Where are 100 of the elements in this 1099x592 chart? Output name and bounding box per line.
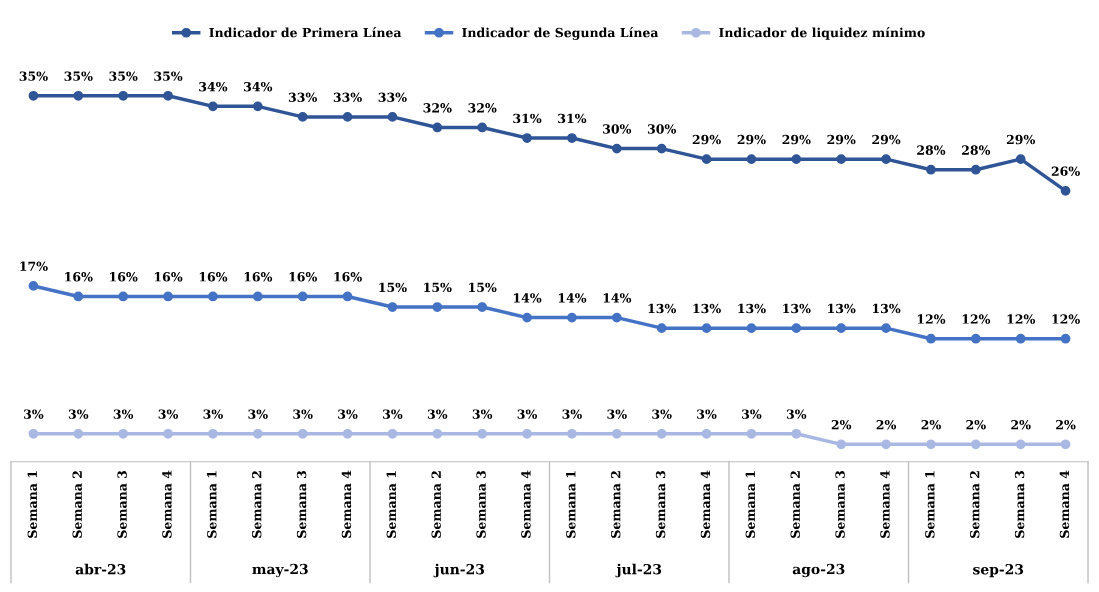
point <box>701 154 712 165</box>
point <box>926 333 936 344</box>
data-label: 16% <box>289 272 318 282</box>
data-label: 16% <box>154 272 183 282</box>
point <box>118 428 129 439</box>
data-label: 13% <box>738 303 766 314</box>
data-label: 31% <box>513 113 542 124</box>
data-label: 14% <box>513 293 542 303</box>
x-tick-label: Semana 3 <box>655 470 666 538</box>
data-label: 3% <box>427 409 448 419</box>
x-tick-label: Semana 4 <box>880 470 890 538</box>
point <box>342 428 353 439</box>
x-tick-label: Semana 3 <box>1014 470 1025 538</box>
x-tick-label: Semana 4 <box>521 470 531 538</box>
point <box>73 90 84 101</box>
text: abr-23 <box>75 563 126 575</box>
data-label: 3% <box>24 409 44 419</box>
data-label: 29% <box>827 134 856 145</box>
x-tick-label: Semana 2 <box>790 471 800 538</box>
data-label: 3% <box>607 409 627 419</box>
point <box>1060 333 1071 344</box>
data-label: 29% <box>737 134 766 145</box>
point <box>208 291 218 302</box>
data-label: 13% <box>648 303 677 314</box>
point <box>611 428 622 439</box>
x-tick-label: Semana 3 <box>835 470 845 538</box>
data-label: 15% <box>379 282 407 293</box>
data-label: 29% <box>692 134 721 145</box>
data-label: 28% <box>917 145 946 155</box>
data-label: 35% <box>109 71 138 81</box>
legend-label: Indicador de Segunda Línea <box>462 27 659 40</box>
data-label: 3% <box>562 409 582 419</box>
point <box>477 302 488 312</box>
point <box>252 291 263 302</box>
data-label: 14% <box>603 293 632 303</box>
point <box>836 323 847 334</box>
x-tick-label: Semana 1 <box>27 471 38 538</box>
point <box>836 439 847 450</box>
point <box>163 90 173 101</box>
point <box>881 439 891 450</box>
point <box>791 154 802 165</box>
point <box>208 101 218 112</box>
data-label: 16% <box>244 272 273 282</box>
data-label: 33% <box>288 92 318 102</box>
data-label: 3% <box>697 409 717 419</box>
point <box>118 291 129 302</box>
data-label: 12% <box>1052 314 1080 324</box>
point <box>567 133 577 143</box>
data-label: 3% <box>742 409 762 419</box>
data-label: 35% <box>19 71 48 81</box>
data-label: 2% <box>921 419 941 430</box>
point <box>746 428 757 439</box>
point <box>163 428 173 439</box>
text: may-23 <box>252 563 308 578</box>
data-label: 3% <box>68 409 89 419</box>
point <box>387 302 398 312</box>
x-tick-label: Semana 1 <box>925 471 935 538</box>
point <box>881 154 891 165</box>
data-label: 33% <box>333 92 362 102</box>
point <box>73 428 84 439</box>
data-label: 15% <box>469 282 497 293</box>
data-label: 17% <box>20 261 48 271</box>
x-tick-label: Semana 3 <box>296 470 307 538</box>
point <box>432 122 443 133</box>
data-label: 29% <box>1006 134 1036 145</box>
x-tick-label: Semana 4 <box>341 470 352 538</box>
text: jul-23 <box>615 563 662 578</box>
point <box>252 101 263 112</box>
data-label: 26% <box>1051 166 1080 176</box>
x-tick-label: Semana 4 <box>162 470 172 538</box>
point <box>791 323 802 334</box>
point <box>970 333 981 344</box>
data-label: 32% <box>468 103 497 113</box>
text: ago-23 <box>792 563 845 578</box>
data-label: 2% <box>966 419 986 430</box>
data-label: 12% <box>962 314 991 324</box>
point <box>252 428 263 439</box>
data-label: 16% <box>334 272 362 282</box>
data-label: 31% <box>558 113 587 124</box>
x-tick-label: Semana 4 <box>1059 470 1070 538</box>
x-tick-label: Semana 3 <box>476 470 486 538</box>
point <box>567 428 577 439</box>
data-label: 3% <box>383 409 403 419</box>
point <box>1015 333 1026 344</box>
point <box>656 143 667 154</box>
data-label: 28% <box>962 145 991 155</box>
data-label: 30% <box>647 124 677 134</box>
data-label: 12% <box>1007 314 1036 324</box>
point <box>1060 185 1071 196</box>
point <box>28 281 39 291</box>
point <box>477 428 488 439</box>
point <box>1015 154 1026 165</box>
point <box>522 428 532 439</box>
point <box>208 428 218 439</box>
point <box>881 323 891 334</box>
data-label: 3% <box>158 409 179 419</box>
data-label: 3% <box>472 409 493 419</box>
data-label: 16% <box>110 272 138 282</box>
data-label: 2% <box>876 419 897 430</box>
point <box>746 323 757 334</box>
